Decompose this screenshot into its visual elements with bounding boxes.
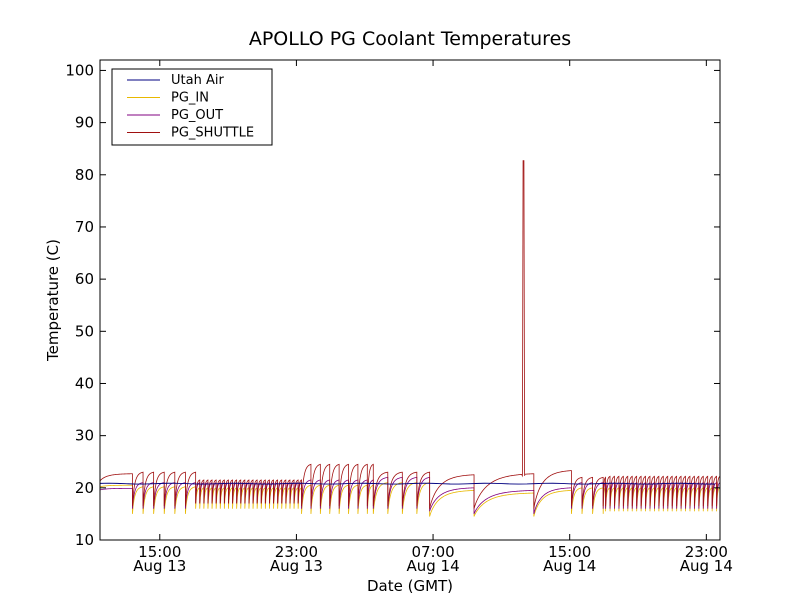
y-axis: 10 20 30 40 50 60 70 80 90 100 [65,61,720,549]
x-tick-label-time: 15:00 [138,543,181,561]
x-tick-label-date: Aug 14 [543,557,596,575]
legend-label: PG_IN [171,91,209,106]
y-tick-label: 10 [75,531,94,549]
series-layer [99,160,721,517]
y-tick-label: 60 [75,270,94,288]
y-tick-label: 50 [75,322,94,340]
series-line-pg-in [99,482,721,517]
x-tick-label-date: Aug 13 [270,557,323,575]
series-line-utah-air [99,482,715,485]
y-tick-label: 80 [75,166,94,184]
x-tick-label-time: 07:00 [411,543,454,561]
x-tick-label-time: 23:00 [685,543,728,561]
y-tick-label: 40 [75,374,94,392]
x-axis-label: Date (GMT) [367,577,453,595]
x-tick-label-date: Aug 14 [406,557,459,575]
legend: Utah Air PG_IN PG_OUT PG_SHUTTLE [111,68,273,146]
y-tick-label: 20 [75,479,94,497]
x-tick-label-time: 23:00 [275,543,318,561]
plot-border [99,59,721,541]
chart-title: APOLLO PG Coolant Temperatures [249,28,571,50]
series-line-pg-shuttle [99,160,721,509]
y-tick-label: 100 [65,61,94,79]
x-tick-label-date: Aug 14 [680,557,733,575]
legend-label: Utah Air [171,73,224,88]
legend-label: PG_SHUTTLE [171,126,254,141]
legend-label: PG_OUT [171,108,223,123]
y-axis-label: Temperature (C) [44,239,62,362]
x-tick-label-time: 15:00 [548,543,591,561]
y-tick-label: 30 [75,427,94,445]
y-tick-label: 70 [75,218,94,236]
y-tick-label: 90 [75,114,94,132]
x-tick-label-date: Aug 13 [133,557,186,575]
